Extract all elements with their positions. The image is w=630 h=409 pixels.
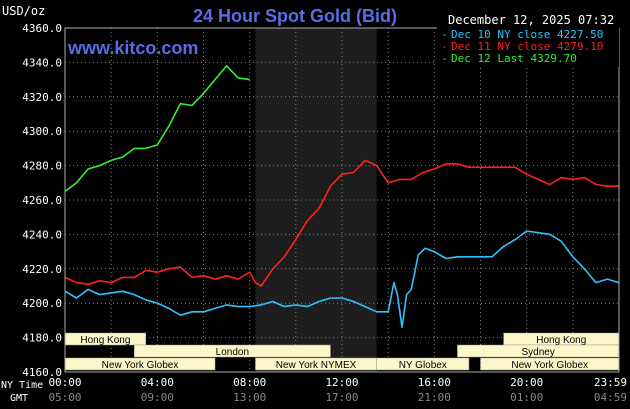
ny-time-tick: 23:59 [594,376,627,389]
session-label: London [216,347,249,358]
session-label: New York Globex [511,360,588,371]
gmt-time-tick: 09:00 [141,391,174,404]
y-tick-label: 4280.0 [22,160,62,173]
gmt-time-tick: 04:59 [594,391,627,404]
plot-frame [64,27,620,373]
gmt-time-tick: 05:00 [48,391,81,404]
session-label: Hong Kong [536,335,586,346]
legend-box [437,27,619,67]
gmt-label: GMT [10,393,28,404]
legend: Dec 10 NY close 4227.50 Dec 11 NY close … [437,27,619,67]
ny-time-tick: 12:00 [325,376,358,389]
nymex-session-shading [255,28,377,372]
legend-dash: - [441,40,448,53]
y-tick-label: 4360.0 [22,22,62,35]
y-tick-label: 4200.0 [22,297,62,310]
ny-time-tick: 04:00 [141,376,174,389]
session-label: New York NYMEX [276,360,357,371]
session-bar [376,357,470,371]
session-label: NY Globex [399,360,447,371]
y-tick-label: 4240.0 [22,228,62,241]
gmt-time-tick: 13:00 [233,391,266,404]
legend-entry-dec12: Dec 12 Last 4329.70 [451,52,577,65]
gmt-time-tick: 01:00 [510,391,543,404]
x-axis-time-labels: NY Time GMT 00:00 05:00 04:00 09:00 08:00 13:… [1,376,627,404]
legend-entry-dec10: Dec 10 NY close 4227.50 [451,28,603,41]
session-label: Sydney [522,347,555,358]
session-bars: Hong Kong London New York Globex New York N… [64,332,620,371]
chart-title: 24 Hour Spot Gold (Bid) [193,6,397,26]
legend-dash: - [441,28,448,41]
session-label: New York Globex [102,360,179,371]
site-watermark: www.kitco.com [67,38,198,58]
y-tick-label: 4320.0 [22,91,62,104]
legend-dash: - [441,52,448,65]
series-line [64,159,619,287]
date-stamp: December 12, 2025 07:32 [448,13,614,27]
y-tick-label: 4260.0 [22,194,62,207]
y-tick-label: 4180.0 [22,332,62,345]
series-line [64,230,620,329]
series-line [64,65,250,193]
y-tick-label: 4300.0 [22,125,62,138]
ny-time-tick: 00:00 [48,376,81,389]
ny-time-tick: 16:00 [418,376,451,389]
y-tick-label: 4220.0 [22,263,62,276]
ny-time-tick: 20:00 [510,376,543,389]
ny-time-tick: 08:00 [233,376,266,389]
ny-time-label: NY Time [1,380,43,391]
unit-label: USD/oz [2,4,45,18]
legend-entry-dec11: Dec 11 NY close 4279.10 [451,40,603,53]
y-tick-label: 4340.0 [22,56,62,69]
gmt-time-tick: 21:00 [418,391,451,404]
series-lines [64,65,620,329]
gmt-time-tick: 17:00 [325,391,358,404]
y-tick-label: 4160.0 [22,366,62,379]
session-label: Hong Kong [80,335,130,346]
y-axis-ticks: 4360.0 4340.0 4320.0 4300.0 4280.0 4260.0 4240… [22,22,62,379]
session-bar [134,344,331,358]
